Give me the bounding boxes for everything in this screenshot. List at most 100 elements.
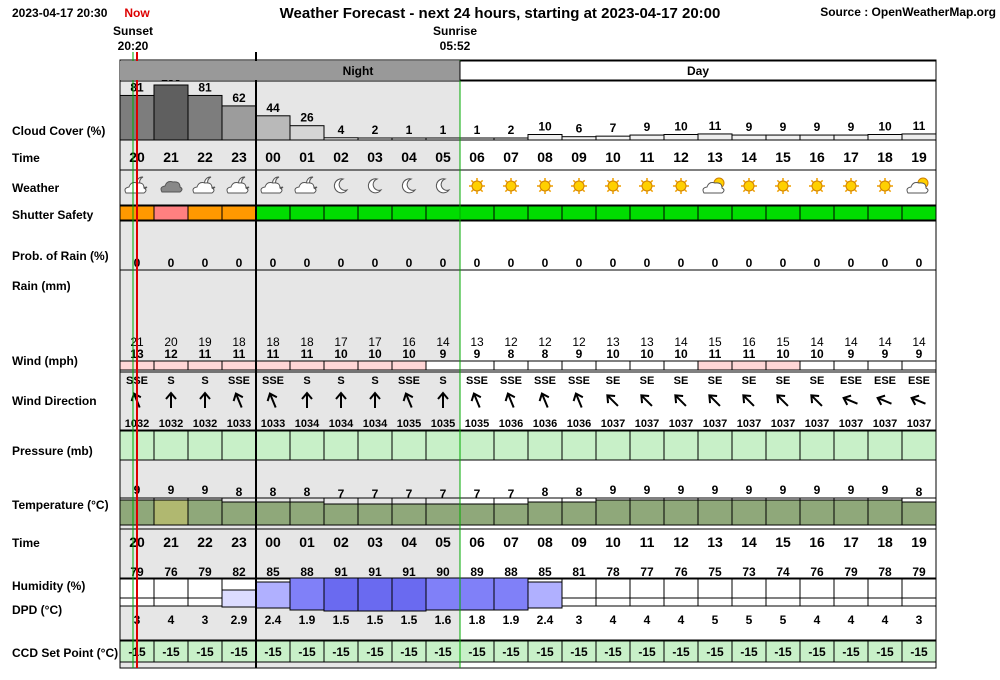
sun-ray: [548, 189, 552, 193]
pressure-value: 1036: [533, 418, 557, 430]
wind-arrow-icon: [606, 394, 619, 407]
day-band-label: Day: [687, 64, 709, 78]
cloud-cover-bar: [459, 137, 495, 141]
cloud-cover-bar: [493, 137, 529, 141]
time-label-2: 23: [231, 534, 247, 550]
time-label: 22: [197, 149, 213, 165]
wind-arrow-shaft: [507, 394, 515, 408]
shutter-safety-cell: [833, 205, 869, 221]
time-label-2: 14: [741, 534, 757, 550]
rain-probability-value: 0: [236, 256, 243, 270]
shutter-safety-cell: [289, 205, 325, 221]
wind-bar: [493, 360, 529, 371]
ccd-set-point-value: -15: [230, 645, 248, 659]
cloud-cover-value: 2: [508, 123, 515, 137]
cloud-cover-value: 9: [644, 120, 651, 134]
cloud-cover-bar: [221, 105, 257, 141]
time-label-2: 19: [911, 534, 927, 550]
humidity-value: 85: [538, 565, 552, 579]
wind-arrow-shaft: [641, 395, 653, 407]
time-label: 08: [537, 149, 553, 165]
label-wind-direction: Wind Direction: [12, 394, 97, 408]
humidity-value: 88: [504, 565, 518, 579]
wind-arrow-icon: [742, 394, 755, 407]
temperature-value: 8: [304, 485, 311, 499]
wind-arrow-head: [369, 391, 381, 400]
sun-icon: [741, 178, 757, 194]
rain-probability-value: 0: [168, 256, 175, 270]
wind-bar: [153, 360, 189, 371]
sun-disc: [641, 180, 653, 192]
partly-cloudy-night-icon: [226, 176, 250, 194]
sun-icon: [503, 178, 519, 194]
wind-direction-label: ESE: [874, 375, 896, 387]
sun-ray: [844, 179, 848, 183]
wind-arrow-head: [606, 394, 616, 404]
wind-arrow-head: [130, 392, 142, 402]
cloud-cover-bar: [765, 134, 801, 141]
wind-bar: [459, 360, 495, 371]
dpd-bar: [765, 597, 801, 607]
dpd-bar: [255, 581, 291, 609]
temperature-bar: [799, 499, 835, 526]
dpd-bar: [629, 597, 665, 607]
humidity-value: 78: [606, 565, 620, 579]
wind-gust-value: 13: [606, 335, 620, 349]
sun-icon: [469, 178, 485, 194]
wind-arrow-icon: [572, 392, 584, 408]
dpd-bar: [595, 597, 631, 607]
pressure-value: 1037: [737, 418, 761, 430]
wind-speed-value: 11: [709, 347, 722, 361]
ccd-set-point-value: -15: [774, 645, 792, 659]
wind-direction-label: SSE: [568, 375, 590, 387]
pressure-value: 1033: [227, 418, 251, 430]
time-label-2: 08: [537, 534, 553, 550]
label-time: Time: [12, 151, 40, 165]
pressure-cell: [595, 430, 631, 461]
wind-speed-value: 11: [233, 347, 246, 361]
cloud-cover-bar: [323, 137, 359, 141]
wind-bar: [323, 360, 359, 371]
ccd-set-point-value: -15: [570, 645, 588, 659]
humidity-value: 91: [368, 565, 382, 579]
temperature-value: 9: [202, 483, 209, 497]
wind-speed-value: 10: [402, 347, 416, 361]
wind-arrow-icon: [266, 392, 278, 408]
cloud-shape: [260, 182, 283, 194]
pressure-cell: [459, 430, 495, 461]
time-label: 11: [640, 149, 655, 165]
pressure-value: 1037: [635, 418, 659, 430]
moon-crescent: [435, 178, 451, 194]
sun-ray: [606, 189, 610, 193]
label-pressure: Pressure (mb): [12, 444, 93, 458]
ccd-set-point-value: -15: [434, 645, 452, 659]
time-label-2: 00: [265, 534, 281, 550]
wind-direction-label: SSE: [228, 375, 250, 387]
dpd-value: 1.6: [435, 613, 452, 627]
pressure-value: 1037: [771, 418, 795, 430]
time-label-2: 16: [809, 534, 825, 550]
humidity-cell: [663, 578, 699, 599]
sun-ray: [786, 189, 790, 193]
pressure-value: 1034: [329, 418, 354, 430]
shutter-safety-cell: [255, 205, 291, 221]
rain-probability-value: 0: [882, 256, 889, 270]
wind-direction-label: SSE: [534, 375, 556, 387]
wind-speed-value: 9: [474, 347, 481, 361]
pressure-cell: [697, 430, 733, 461]
day-band: [459, 60, 937, 81]
sun-ray: [582, 179, 586, 183]
sun-ray: [640, 189, 644, 193]
wind-speed-value: 11: [743, 347, 756, 361]
dpd-value: 5: [780, 613, 787, 627]
label-temperature: Temperature (°C): [12, 498, 109, 512]
partly-cloudy-night-icon: [260, 176, 284, 194]
wind-arrow-shaft: [607, 395, 619, 407]
wind-bar: [527, 360, 563, 371]
dpd-value: 1.5: [333, 613, 350, 627]
pressure-cell: [391, 430, 427, 461]
wind-arrow-icon: [810, 394, 823, 407]
shutter-safety-cell: [153, 205, 189, 221]
dpd-value: 5: [746, 613, 753, 627]
temperature-bar: [357, 503, 393, 526]
